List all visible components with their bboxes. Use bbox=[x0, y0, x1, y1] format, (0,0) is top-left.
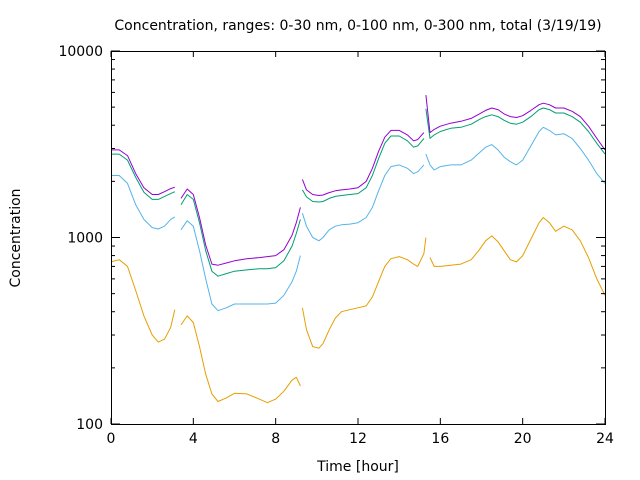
y-axis-label: Concentration bbox=[8, 188, 24, 287]
series-1-line bbox=[180, 220, 301, 312]
x-tick-label: 8 bbox=[271, 431, 280, 447]
x-tick-label: 20 bbox=[514, 431, 532, 447]
series-2-line bbox=[111, 153, 176, 200]
series-1-line bbox=[111, 175, 176, 230]
series-0-line bbox=[429, 217, 606, 296]
series-2-line bbox=[180, 194, 301, 277]
x-tick-label: 4 bbox=[189, 431, 198, 447]
series-0-line bbox=[110, 259, 176, 343]
series-2-line bbox=[425, 107, 606, 155]
series-1-line bbox=[301, 164, 425, 242]
y-tick-label: 100 bbox=[76, 417, 103, 433]
series-3-line bbox=[425, 95, 606, 151]
series-3-line bbox=[301, 129, 425, 196]
x-tick-label: 12 bbox=[349, 431, 367, 447]
series-0-line bbox=[301, 237, 427, 349]
x-tick-label: 16 bbox=[431, 431, 449, 447]
series-1-line bbox=[425, 126, 606, 184]
x-axis-label: Time [hour] bbox=[316, 459, 399, 475]
ticks-layer: 0 4 8 12 16 20 24 100 1000 10000 bbox=[58, 44, 614, 447]
chart-title: Concentration, ranges: 0-30 nm, 0-100 nm… bbox=[114, 18, 601, 34]
y-tick-label: 1000 bbox=[67, 231, 103, 247]
x-tick-label: 24 bbox=[596, 431, 614, 447]
series-layer bbox=[110, 95, 606, 404]
series-0-line bbox=[180, 315, 301, 404]
x-tick-label: 0 bbox=[107, 431, 116, 447]
series-3-line bbox=[180, 188, 301, 266]
series-2-line bbox=[301, 135, 425, 203]
series-3-line bbox=[111, 149, 175, 195]
y-tick-label: 10000 bbox=[58, 44, 103, 60]
